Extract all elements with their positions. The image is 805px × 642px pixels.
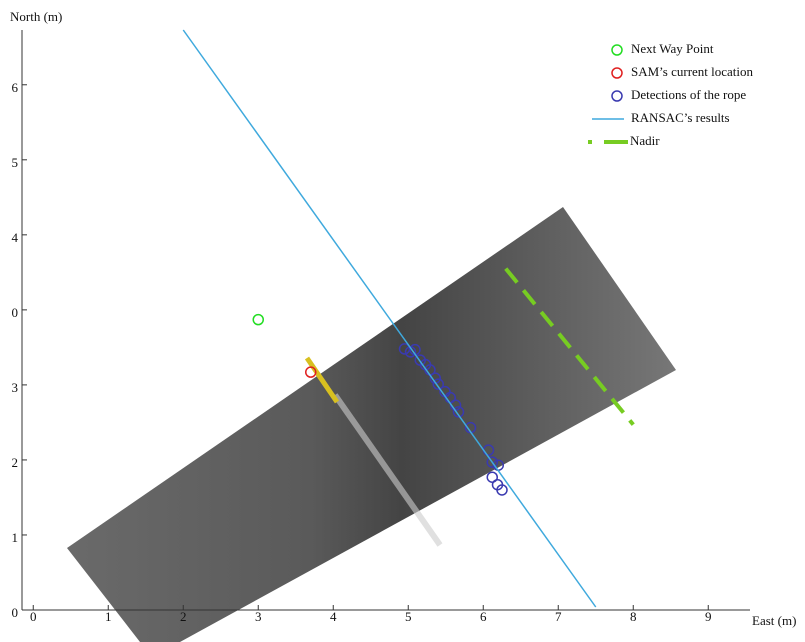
legend-label: Next Way Point — [631, 41, 714, 56]
x-axis-label: East (m) — [752, 613, 796, 628]
legend-marker — [612, 68, 622, 78]
x-tick-label: 8 — [630, 609, 637, 624]
legend-label: RANSAC’s results — [631, 110, 730, 125]
y-tick-label: 6 — [12, 80, 19, 95]
x-tick-label: 3 — [255, 609, 262, 624]
chart: North (m) East (m) 0 1 2 3 4 5 6 7 8 9 0 1 2 3 0 4 5 6 Nex… — [0, 0, 805, 642]
x-tick-label: 9 — [705, 609, 712, 624]
x-tick-label: 5 — [405, 609, 412, 624]
x-tick-label: 6 — [480, 609, 487, 624]
x-tick-label: 2 — [180, 609, 187, 624]
point — [253, 315, 263, 325]
y-tick-label: 5 — [12, 155, 19, 170]
y-tick-label: 0 — [12, 305, 19, 320]
x-tick-label: 1 — [105, 609, 112, 624]
y-axis-label: North (m) — [10, 9, 62, 24]
sonar-image — [67, 207, 676, 642]
y-tick-label: 4 — [12, 230, 19, 245]
y-tick-label: 2 — [12, 455, 19, 470]
y-tick-label: 0 — [12, 605, 19, 620]
x-tick-label: 7 — [555, 609, 562, 624]
x-tick-label: 4 — [330, 609, 337, 624]
legend-label: SAM’s current location — [631, 64, 754, 79]
legend-label: Nadir — [630, 133, 660, 148]
legend-marker — [612, 91, 622, 101]
y-tick-label: 1 — [12, 530, 19, 545]
legend-marker — [588, 140, 592, 144]
legend-label: Detections of the rope — [631, 87, 746, 102]
x-tick-label: 0 — [30, 609, 37, 624]
y-tick-label: 3 — [12, 380, 19, 395]
legend-marker — [612, 45, 622, 55]
